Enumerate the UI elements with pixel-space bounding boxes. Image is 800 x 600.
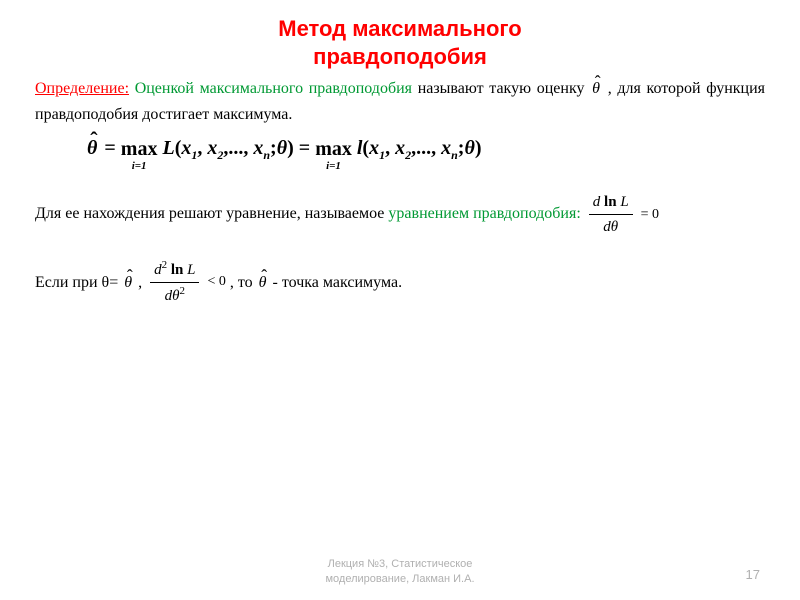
max-sub-1: i=1 [121, 161, 158, 172]
f2ln: ln [171, 262, 184, 278]
snb: n [451, 148, 458, 162]
frac-1: d ln L dθ [589, 190, 633, 239]
f1d: d [593, 194, 601, 210]
definition-term: Оценкой максимального правдоподобия [135, 80, 412, 97]
f2d: d [154, 262, 162, 278]
para3-mid2: , то [230, 270, 253, 296]
sc1: ; [270, 137, 277, 159]
para3-after: - точка максимума. [273, 270, 403, 296]
title-line2: правдоподобия [313, 44, 487, 69]
footer-line2: моделирование, Лакман И.А. [325, 573, 474, 585]
f2s: 2 [162, 259, 168, 271]
xnb: x [441, 137, 451, 159]
slide-title: Метод максимального правдоподобия [35, 15, 765, 70]
para3-before: Если при θ= [35, 270, 118, 296]
f1th: θ [611, 219, 618, 235]
footer-line1: Лекция №3, Статистическое [328, 558, 473, 570]
page-number: 17 [746, 567, 760, 582]
f2L: L [187, 262, 195, 278]
definition-paragraph: Определение: Оценкой максимального правд… [35, 76, 765, 127]
formula-max1: max i=1 [121, 139, 158, 172]
theta-hat-3a: θ [124, 270, 132, 296]
lt-zero: < 0 [207, 271, 225, 293]
d2: ,..., [411, 137, 441, 159]
c2: , [385, 137, 395, 159]
formula-max2: max i=1 [315, 139, 352, 172]
title-line1: Метод максимального [278, 16, 521, 41]
f2ds: 2 [179, 285, 185, 297]
equation-paragraph: Для ее нахождения решают уравнение, назы… [35, 190, 765, 239]
f1dd: d [603, 219, 611, 235]
formula-eq1: = [104, 137, 120, 159]
para2-green: уравнением правдоподобия: [388, 205, 580, 222]
x2: x [207, 137, 217, 159]
frac1-den: dθ [589, 215, 633, 239]
para2-before: Для ее нахождения решают уравнение, назы… [35, 205, 388, 222]
xn: x [253, 137, 263, 159]
x1b: x [369, 137, 379, 159]
frac2-num: d2 ln L [150, 257, 199, 283]
max-sub-2: i=1 [315, 161, 352, 172]
x1: x [181, 137, 191, 159]
frac2-den: dθ2 [150, 283, 199, 308]
max-label-2: max [315, 139, 352, 159]
th1: θ [277, 137, 287, 159]
frac-2: d2 ln L dθ2 [150, 257, 199, 308]
f1L: L [620, 194, 628, 210]
x2b: x [395, 137, 405, 159]
cl2: ) [475, 137, 482, 159]
th2: θ [464, 137, 474, 159]
formula-L: L [162, 137, 174, 159]
eq-zero: = 0 [641, 207, 659, 222]
formula-eq2: = [299, 137, 315, 159]
definition-label: Определение: [35, 80, 129, 97]
d1: ,..., [223, 137, 253, 159]
theta-hat-3b: θ [259, 270, 267, 296]
c1: , [197, 137, 207, 159]
definition-text-1: называют такую оценку [418, 80, 590, 97]
f1ln: ln [604, 194, 617, 210]
para3-mid1: , [138, 270, 142, 296]
formula-theta-hat: θ [87, 137, 97, 160]
footer: Лекция №3, Статистическое моделирование,… [0, 557, 800, 586]
condition-paragraph: Если при θ= θ , d2 ln L dθ2 < 0 , то θ -… [35, 257, 765, 308]
theta-hat-symbol: θ [592, 76, 600, 102]
frac1-num: d ln L [589, 190, 633, 215]
f2dd: d [165, 288, 173, 304]
cl1: ) [287, 137, 294, 159]
max-label-1: max [121, 139, 158, 159]
main-formula: θ = max i=1 L(x1, x2,..., xn;θ) = max i=… [85, 137, 765, 170]
